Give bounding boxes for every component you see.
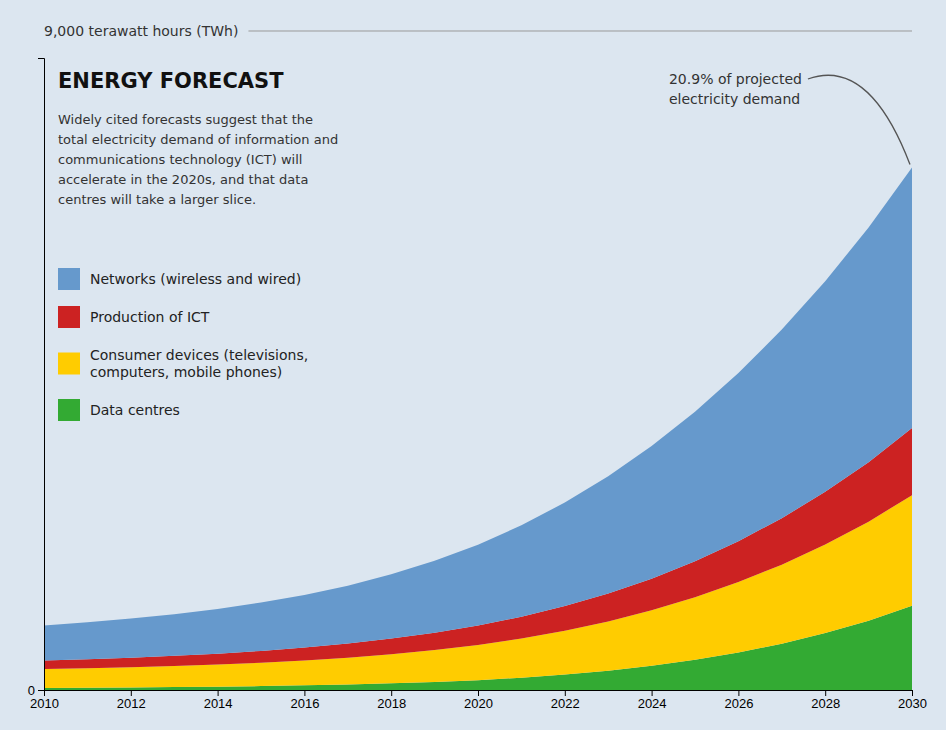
x-tick: 2022: [551, 690, 580, 711]
x-tick-label: 2012: [117, 696, 146, 711]
annotation: 20.9% of projected: [669, 71, 802, 87]
x-axis: 2010 2012 2014 2016 2018 2020 2022 2024 2026 2028…: [30, 690, 927, 711]
y-tick-label: 0: [28, 683, 35, 698]
legend-label: Data centres: [90, 402, 180, 418]
areas: [44, 168, 912, 690]
x-tick-mark: [304, 690, 305, 696]
x-tick-mark: [218, 690, 219, 696]
texts: ENERGY FORECAST Widely cited forecasts su…: [58, 69, 910, 421]
y-tick-mark: [38, 690, 44, 691]
x-tick-label: 2020: [464, 696, 493, 711]
legend-swatch: [58, 399, 80, 421]
x-tick-mark: [131, 690, 132, 696]
legend-label: Consumer devices (televisions,computers,…: [90, 347, 308, 380]
x-tick: 2018: [377, 690, 406, 711]
legend-swatch: [58, 268, 80, 290]
x-tick: 2030: [898, 690, 927, 711]
legend-label: Networks (wireless and wired): [90, 271, 301, 287]
x-tick-label: 2028: [811, 696, 840, 711]
x-tick-label: 2024: [638, 696, 667, 711]
x-tick-label: 2030: [898, 696, 927, 711]
x-tick-label: 2010: [30, 696, 59, 711]
x-tick-mark: [565, 690, 566, 696]
annotation-connector: [808, 75, 910, 164]
x-tick-label: 2022: [551, 696, 580, 711]
stacked-area: [44, 168, 912, 661]
x-tick-mark: [391, 690, 392, 696]
chart: 2010 2012 2014 2016 2018 2020 2022 2024 2026 2028…: [0, 0, 946, 730]
label-rule: [248, 31, 912, 32]
plot: 2010 2012 2014 2016 2018 2020 2022 2024 2026 2028…: [28, 59, 927, 712]
x-tick: 2016: [290, 690, 319, 711]
x-tick-mark: [912, 690, 913, 696]
x-tick: 2020: [464, 690, 493, 711]
x-tick-mark: [738, 690, 739, 696]
x-tick-label: 2018: [377, 696, 406, 711]
x-tick: 2014: [204, 690, 233, 711]
x-tick-label: 2026: [724, 696, 753, 711]
legend: Networks (wireless and wired) Production …: [58, 268, 308, 421]
y-tick: 0: [28, 683, 44, 698]
y-axis-label: 9,000 terawatt hours (TWh): [44, 23, 238, 39]
x-tick-mark: [478, 690, 479, 696]
x-tick: 2026: [724, 690, 753, 711]
x-tick: 2024: [638, 690, 667, 711]
y-axis: 0: [28, 59, 45, 698]
legend-swatch: [58, 306, 80, 328]
axis-domain: [38, 59, 45, 691]
legend-label: Production of ICT: [90, 309, 210, 325]
x-tick-label: 2014: [204, 696, 233, 711]
x-tick-mark: [825, 690, 826, 696]
x-tick: 2012: [117, 690, 146, 711]
annotation: electricity demand: [669, 91, 800, 107]
x-tick-label: 2016: [290, 696, 319, 711]
legend-swatch: [58, 353, 80, 375]
axis-domain: [45, 691, 913, 697]
x-tick: 2028: [811, 690, 840, 711]
subtitle: Widely cited forecasts suggest that thet…: [58, 112, 338, 207]
title: ENERGY FORECAST: [58, 69, 284, 93]
x-tick-mark: [652, 690, 653, 696]
